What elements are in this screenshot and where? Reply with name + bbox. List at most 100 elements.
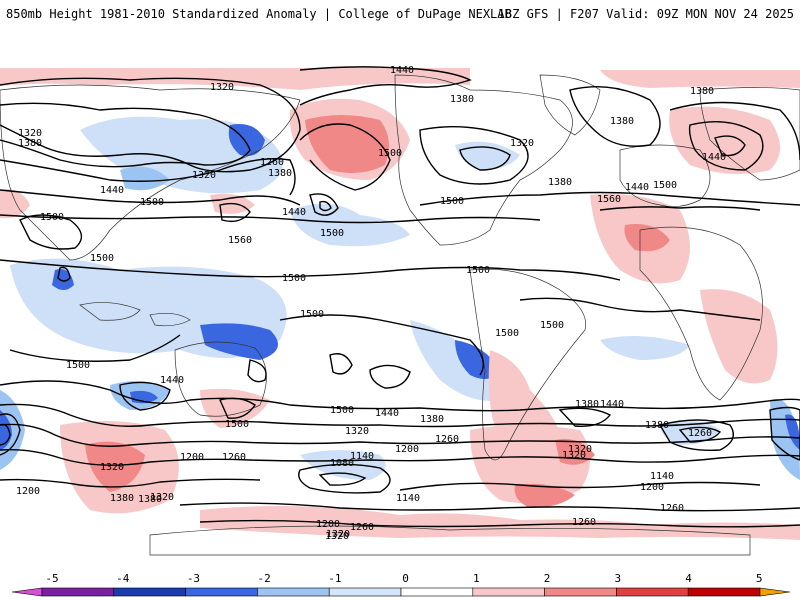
contour-label: 1320 [568,444,592,455]
header: 850mb Height 1981-2010 Standardized Anom… [0,0,800,30]
anomaly-positive-area [700,289,778,384]
colorbar-segment [257,587,330,597]
contour-label: 1200 [640,482,664,493]
contour-label: 1500 [466,265,490,276]
contour-label: 1500 [140,197,164,208]
contour-line [318,472,367,486]
contour-line [298,463,391,494]
contour-line [57,266,71,282]
map-title: 850mb Height 1981-2010 Standardized Anom… [6,7,512,21]
contour-line [0,102,251,168]
contour-label: 1560 [228,235,252,246]
contour-line [0,380,800,412]
contour-label: 1320 [150,492,174,503]
contour-label: 1080 [330,458,354,469]
contour-line [199,519,800,528]
contour-label: 1440 [375,408,399,419]
contour-line [419,125,529,185]
colorbar-segment [544,587,617,597]
contour-label: 1440 [625,182,649,193]
contour-line [0,403,800,428]
colorbar-tick-label: 5 [756,572,763,585]
contour-line [279,314,484,376]
contour-line [399,481,761,491]
colorbar-tick-label: 3 [614,572,621,585]
contour-label: 1320 [18,128,42,139]
height-contours [0,66,800,528]
contour-label: 1500 [225,419,249,430]
colorbar-segment [185,587,258,597]
contour-line [714,135,746,157]
contour-line [179,502,800,512]
contour-line [0,214,541,224]
anomaly-negative-area [228,124,265,156]
contour-label: 1380 [138,494,162,505]
coastline-antarctica [149,525,751,556]
contour-label: 1380 [548,177,572,188]
model-valid-time: 18Z GFS | F207 Valid: 09Z MON NOV 24 202… [497,7,794,21]
contour-label: 1440 [600,399,624,410]
contour-line [299,66,472,106]
contour-line [688,120,764,171]
contour-label: 1260 [688,428,712,439]
contour-line [219,397,256,419]
contour-label: 1500 [378,148,402,159]
colorbar-tick-label: -2 [258,572,271,585]
contour-line [0,413,21,456]
contour-label: 1500 [495,328,519,339]
contour-label: 1440 [702,152,726,163]
anomaly-positive-area [600,70,800,88]
contour-label: 1500 [66,360,90,371]
contour-label: 1500 [300,309,324,320]
anomaly-negative-area [0,410,12,450]
anomaly-negative-area [600,336,690,360]
anomaly-positive-area [200,506,800,540]
contour-label: 1320 [510,138,534,149]
colorbar-tick-label: 2 [544,572,551,585]
anomaly-negative-area [785,414,800,450]
contour-line [0,423,800,447]
contour-line [247,359,267,383]
contour-label: 1320 [345,426,369,437]
contour-label: 1380 [610,116,634,127]
contour-label: 1380 [575,399,599,410]
colorbar-segment [41,587,115,597]
colorbar-tick-label: -5 [45,572,58,585]
colorbar-segment [11,587,43,597]
anomaly-negative-area [410,320,503,401]
contour-line [0,158,296,196]
contour-label: 1260 [350,522,374,533]
contour-label: 1440 [160,375,184,386]
contour-line [0,259,621,281]
weather-map: 1320 1380 1320 1380 1440 1320 1260 1380 … [0,30,800,560]
contour-label: 1500 [440,196,464,207]
contour-label: 1380 [690,86,714,97]
contour-label: 1440 [100,185,124,196]
contour-label: 1140 [396,493,420,504]
contour-line [769,406,800,461]
contour-line [19,214,83,250]
contour-label-group: 1320 1380 1320 1380 1440 1320 1260 1380 … [16,65,726,542]
contour-label: 1320 [325,531,349,542]
contour-line [669,101,800,161]
anomaly-positive-area [0,68,470,90]
contour-line [369,364,411,389]
contour-label: 1260 [660,503,684,514]
contour-line [678,426,722,443]
contour-label: 1500 [320,228,344,239]
contour-label: 1500 [40,212,64,223]
contour-label: 1320 [326,529,350,540]
contour-line [309,193,339,216]
contour-label: 1440 [282,207,306,218]
anomaly-negative-area [455,340,500,379]
contour-label: 1200 [16,486,40,497]
contour-label: 1260 [260,157,284,168]
contour-label: 1140 [650,471,674,482]
contour-label: 1260 [572,517,596,528]
contour-label: 1380 [110,493,134,504]
colorbar-segments [11,587,791,597]
contour-label: 1200 [395,444,419,455]
contour-label: 1320 [192,170,216,181]
anomaly-positive-area [624,224,670,252]
anomaly-positive-area [0,189,30,219]
